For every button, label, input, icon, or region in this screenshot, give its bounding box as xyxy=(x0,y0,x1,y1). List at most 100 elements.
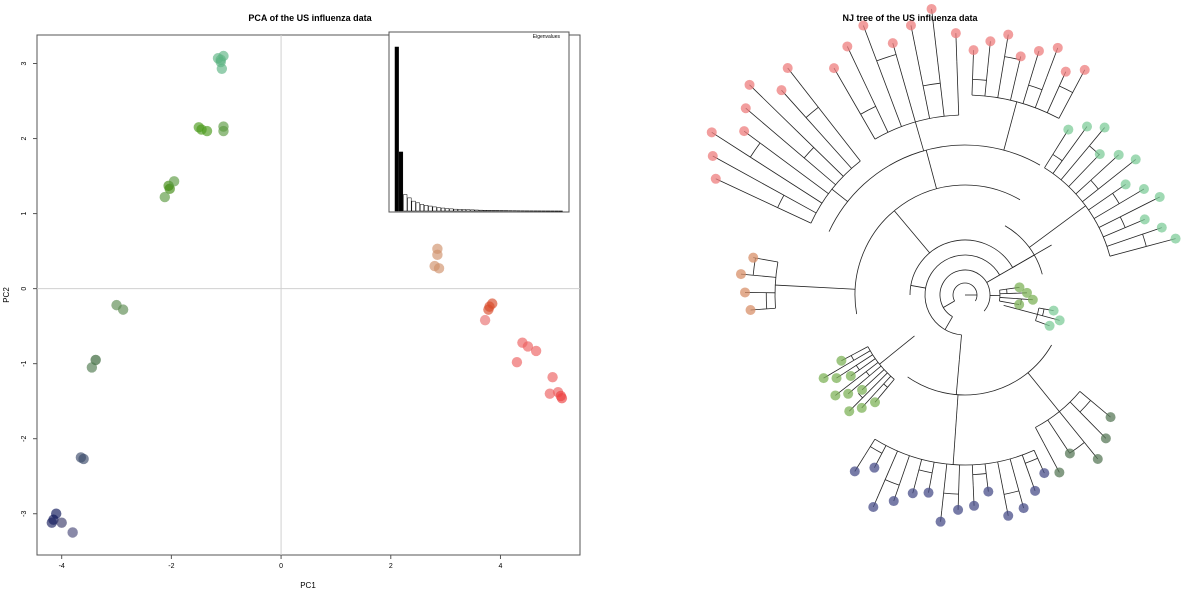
tree-branch xyxy=(712,155,765,185)
tree-tip xyxy=(830,390,841,401)
tree-tip xyxy=(905,20,916,31)
tree-tip xyxy=(1079,64,1090,75)
tree-branch xyxy=(910,285,926,289)
tree-branch xyxy=(1028,50,1040,86)
tree-arc xyxy=(1052,154,1063,162)
tree-branch xyxy=(833,67,861,115)
tree-branch xyxy=(1079,391,1091,401)
tree-tip xyxy=(707,151,718,162)
tree-tip xyxy=(1092,453,1103,464)
tree-branch xyxy=(831,188,848,202)
tree-tip xyxy=(985,36,996,47)
tree-branch xyxy=(1022,85,1029,104)
tree-branch xyxy=(1093,194,1135,219)
tree-arc xyxy=(867,346,895,380)
tree-branch xyxy=(775,284,856,290)
tree-arc xyxy=(924,254,1000,336)
tree-arc xyxy=(907,344,1052,396)
tree-tip xyxy=(842,41,853,52)
eigenvalue-bar xyxy=(478,209,483,212)
tree-arc xyxy=(858,393,863,399)
tree-arc xyxy=(1044,167,1111,257)
tree-tip xyxy=(887,38,898,49)
tree-branch xyxy=(1029,205,1086,248)
tree-branch xyxy=(1021,454,1030,474)
tree-arc xyxy=(939,269,991,317)
eigenvalue-inset-title: Eigenvalues xyxy=(533,34,561,40)
tree-branch xyxy=(958,334,962,360)
tree-tip xyxy=(1030,485,1041,496)
tree-branch xyxy=(1108,159,1136,181)
eigenvalue-bar xyxy=(424,205,429,212)
tree-tip xyxy=(868,502,879,513)
tree-tip xyxy=(782,63,793,74)
tree-tip xyxy=(1048,305,1059,316)
tree-tip xyxy=(831,373,842,384)
pca-point xyxy=(46,517,58,528)
tree-tip xyxy=(926,3,937,14)
tree-arc xyxy=(1004,225,1043,275)
eigenvalue-inset: Eigenvalues xyxy=(388,31,570,213)
tree-branch xyxy=(859,358,876,371)
tree-branch xyxy=(898,455,910,486)
tree-arc xyxy=(1090,179,1099,190)
tree-branch xyxy=(931,462,935,473)
tree-tip xyxy=(888,496,899,507)
tree-tip xyxy=(739,126,750,137)
tree-branch xyxy=(846,46,869,90)
tree-branch xyxy=(781,89,807,118)
tree-tip xyxy=(969,500,980,511)
tree-tip xyxy=(740,103,751,114)
tree-tip xyxy=(1139,214,1150,225)
tree-tip xyxy=(1054,315,1065,326)
tree-branch xyxy=(1109,241,1163,257)
tree-tip xyxy=(1018,503,1029,514)
tree-tip xyxy=(844,406,855,417)
tree-arc xyxy=(865,371,870,377)
eigenvalue-bar xyxy=(482,210,488,212)
tree-tip xyxy=(983,486,994,497)
tree-arc xyxy=(923,82,941,87)
tree-branch xyxy=(711,131,751,158)
tree-arc xyxy=(918,469,933,474)
eigenvalue-bar xyxy=(419,204,425,212)
tree-branch xyxy=(881,445,887,454)
tree-tip xyxy=(744,79,755,90)
tree-branch xyxy=(893,210,930,254)
tree-arc xyxy=(972,473,987,476)
tree-tip xyxy=(1044,320,1055,331)
tree-branch xyxy=(971,79,973,96)
eigenvalue-bar xyxy=(407,197,412,212)
tree-branch xyxy=(896,58,916,123)
tree-tip xyxy=(1170,233,1181,244)
tree-branch xyxy=(879,335,915,365)
tree-branch xyxy=(854,346,869,355)
tree-branch xyxy=(869,365,882,377)
tree-branch xyxy=(941,463,948,511)
eigenvalue-bar xyxy=(453,208,458,212)
tree-branch xyxy=(753,274,776,278)
tree-tip xyxy=(735,269,746,280)
tree-branch xyxy=(1058,79,1080,119)
tree-arc xyxy=(1028,84,1043,91)
tree-branch xyxy=(866,369,885,387)
tree-branch xyxy=(777,207,812,224)
pca-x-tick-label: -2 xyxy=(168,563,174,570)
tree-branch xyxy=(1010,65,1020,101)
eigenvalue-bar xyxy=(457,209,462,212)
tree-branch xyxy=(1038,307,1045,310)
eigenvalue-bar xyxy=(470,209,475,212)
tree-arc xyxy=(828,144,1041,232)
tree-arc xyxy=(1003,490,1020,495)
tree-branch xyxy=(853,350,871,361)
tree-branch xyxy=(1037,314,1049,318)
tree-tip xyxy=(845,370,856,381)
pca-point xyxy=(159,191,170,203)
tree-arc xyxy=(774,261,779,309)
tree-tip xyxy=(748,252,759,263)
pca-x-tick-label: -4 xyxy=(59,563,65,570)
tree-tip xyxy=(1099,122,1110,133)
tree-branch xyxy=(877,450,898,496)
tree-tip xyxy=(1052,42,1063,53)
pca-x-tick-label: 4 xyxy=(499,563,503,570)
